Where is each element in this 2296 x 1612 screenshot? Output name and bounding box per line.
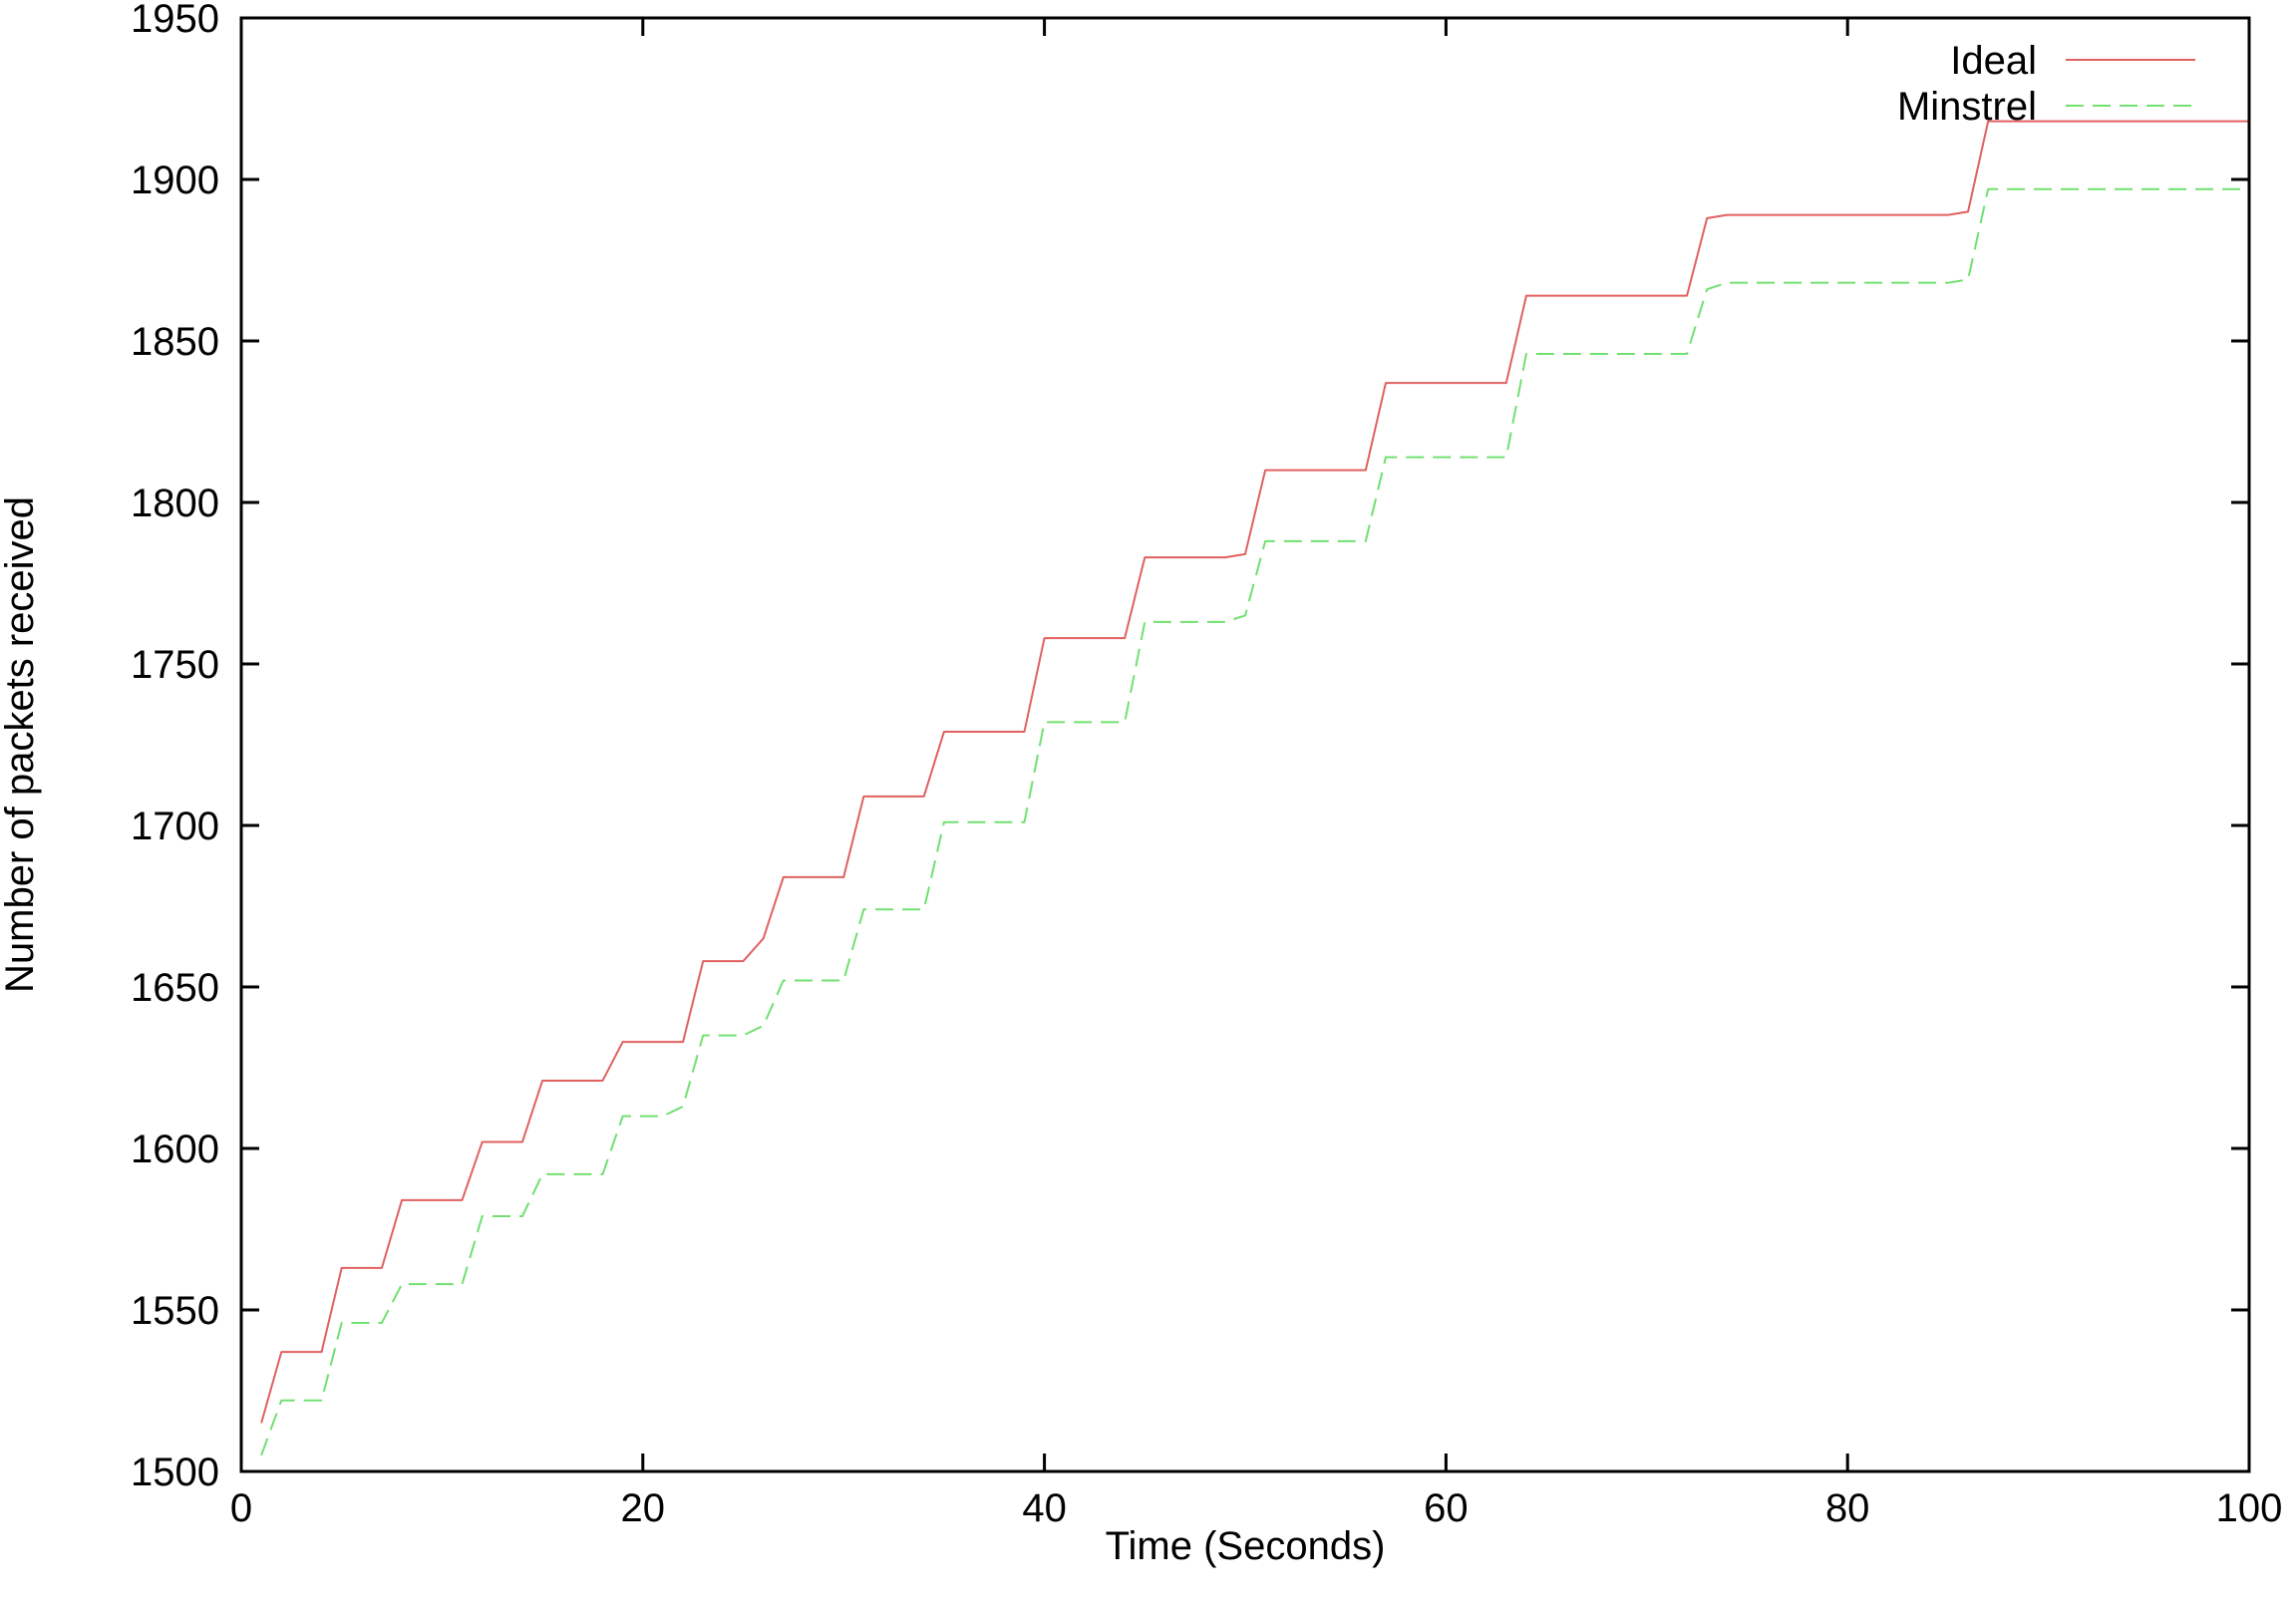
series-line-minstrel bbox=[260, 187, 2249, 1456]
y-tick-label: 1900 bbox=[131, 159, 219, 202]
x-tick-label: 60 bbox=[1424, 1486, 1469, 1530]
y-tick-label: 1600 bbox=[131, 1128, 219, 1171]
y-tick-label: 1800 bbox=[131, 482, 219, 525]
y-tick-label: 1750 bbox=[131, 643, 219, 687]
y-tick-label: 1700 bbox=[131, 805, 219, 848]
legend-label-ideal: Ideal bbox=[1950, 39, 2037, 83]
x-tick-label: 0 bbox=[230, 1486, 252, 1530]
y-axis-title: Number of packets received bbox=[0, 496, 42, 993]
y-tick-label: 1550 bbox=[131, 1289, 219, 1333]
y-tick-label: 1850 bbox=[131, 320, 219, 364]
series-line-ideal bbox=[260, 120, 2249, 1424]
y-tick-label: 1500 bbox=[131, 1451, 219, 1494]
x-tick-label: 80 bbox=[1825, 1486, 1870, 1530]
y-tick-label: 1950 bbox=[131, 0, 219, 41]
x-axis-title: Time (Seconds) bbox=[1106, 1524, 1386, 1568]
legend-label-minstrel: Minstrel bbox=[1897, 85, 2037, 129]
ticks-layer: 0 20 40 60 80 100 1500 1550 1600 1650 1700 1750 1800… bbox=[131, 0, 2282, 1530]
plot-frame bbox=[239, 16, 2251, 1473]
x-tick-label: 20 bbox=[621, 1486, 666, 1530]
x-tick-label: 40 bbox=[1022, 1486, 1067, 1530]
x-tick-label: 100 bbox=[2216, 1486, 2283, 1530]
y-tick-label: 1650 bbox=[131, 966, 219, 1010]
series-layer bbox=[260, 120, 2249, 1456]
